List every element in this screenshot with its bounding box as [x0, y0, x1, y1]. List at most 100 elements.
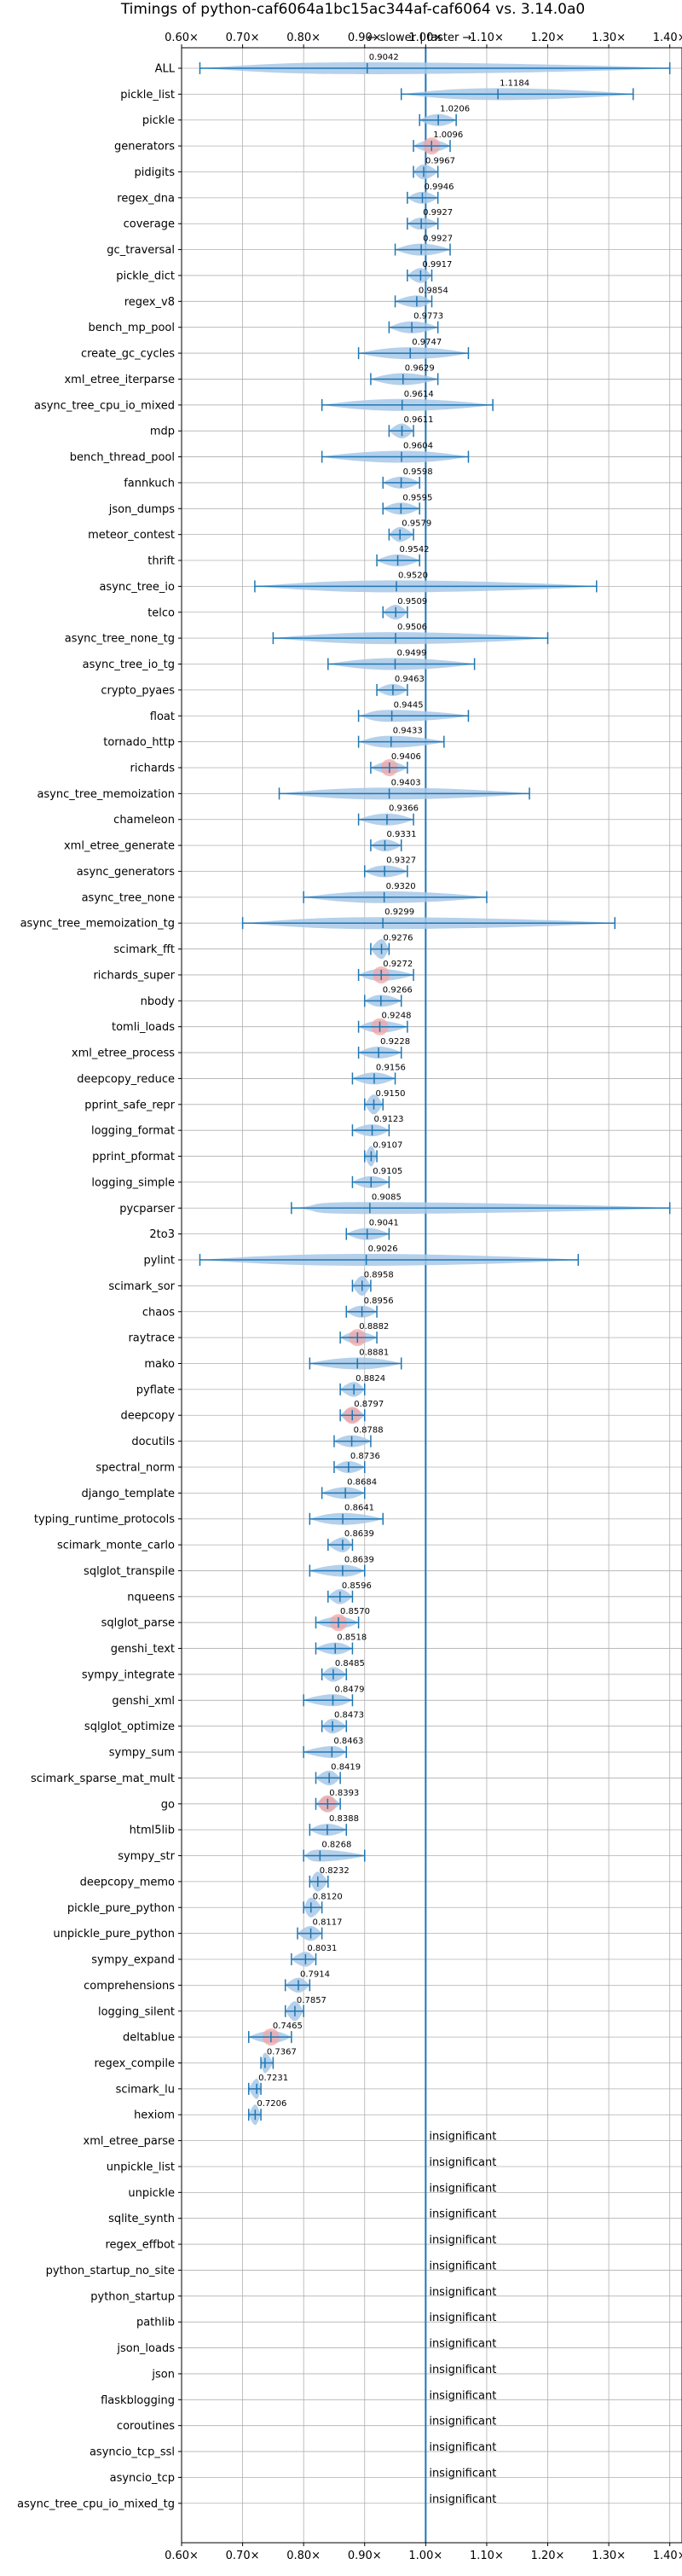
value-label: 0.8518 [337, 1633, 367, 1643]
benchmark-label: coroutines [117, 2420, 175, 2433]
benchmark-label: async_tree_memoization_tg [20, 918, 175, 931]
benchmark-label: django_template [82, 1488, 175, 1500]
value-label: 0.8641 [344, 1504, 374, 1513]
benchmark-label: pickle [142, 114, 175, 127]
x-axis-ticks: 0.60× 0.60× 0.70× 0.70× 0.80× 0.80× 0.90× 0.90×… [165, 32, 682, 2562]
value-label: 0.8393 [329, 1789, 359, 1798]
benchmark-label: genshi_text [111, 1643, 175, 1656]
benchmark-label: float [150, 711, 175, 723]
benchmark-label: nbody [141, 995, 176, 1008]
benchmark-label: json_dumps [108, 503, 175, 516]
benchmark-label: pickle_dict [116, 270, 175, 282]
value-label: 0.9506 [397, 623, 427, 632]
benchmark-label: tomli_loads [112, 1021, 175, 1034]
value-label: 0.9299 [384, 908, 414, 917]
benchmark-label: json [151, 2368, 175, 2381]
benchmark-label: sympy_expand [91, 1954, 175, 1967]
value-label: 0.9366 [389, 804, 419, 814]
value-label: 0.8117 [313, 1918, 343, 1928]
benchmark-label: scimark_monte_carlo [57, 1540, 175, 1552]
benchmark-label: docutils [131, 1436, 175, 1448]
value-label: 0.8473 [334, 1711, 364, 1720]
benchmark-label: go [161, 1798, 175, 1811]
benchmark-label: richards_super [93, 969, 175, 982]
value-label: 0.9123 [374, 1115, 404, 1124]
benchmark-label: async_tree_io_tg [83, 659, 175, 671]
value-label: 0.8232 [320, 1866, 350, 1876]
value-label: 0.9150 [375, 1089, 405, 1099]
insignificant-label: insignificant [429, 2389, 496, 2402]
x-tick-label-bottom: 1.10× [470, 2550, 504, 2562]
benchmark-label: deepcopy_reduce [77, 1073, 175, 1086]
benchmark-label: python_startup_no_site [46, 2265, 175, 2277]
benchmark-label: chaos [142, 1306, 175, 1319]
value-label: 1.0096 [433, 131, 463, 140]
benchmark-label: sqlite_synth [108, 2213, 175, 2225]
benchmark-label: coverage [124, 218, 175, 231]
benchmark-label: regex_effbot [105, 2239, 175, 2252]
benchmark-label: async_tree_none [82, 891, 175, 904]
x-tick-label-top: 0.60× [165, 32, 199, 44]
value-label: 0.8684 [347, 1477, 377, 1487]
value-label: 0.7914 [300, 1970, 330, 1979]
insignificant-label: insignificant [429, 2493, 496, 2506]
value-label: 0.8639 [344, 1529, 374, 1539]
value-label: 0.7465 [273, 2022, 303, 2031]
benchmark-label: logging_silent [98, 2005, 175, 2018]
chart-title: Timings of python-caf6064a1bc15ac344af-c… [120, 1, 585, 18]
value-label: 0.9248 [382, 1012, 412, 1021]
value-label: 0.8485 [335, 1659, 365, 1668]
insignificant-label: insignificant [429, 2131, 496, 2144]
benchmark-label: async_tree_cpu_io_mixed_tg [17, 2498, 175, 2510]
benchmark-label: mdp [150, 426, 175, 438]
benchmark-label: unpickle_list [107, 2161, 175, 2173]
benchmark-label: xml_etree_parse [84, 2135, 175, 2148]
value-label: 0.7857 [297, 1996, 327, 2005]
value-label: 0.9520 [398, 571, 428, 580]
value-label: 0.9509 [397, 597, 427, 606]
benchmark-label: unpickle_pure_python [53, 1928, 175, 1941]
benchmark-label: python_startup [90, 2290, 175, 2303]
x-tick-label-top: 1.10× [470, 32, 504, 44]
benchmark-label: mako [144, 1358, 175, 1371]
benchmark-label: pprint_safe_repr [84, 1099, 175, 1111]
benchmark-label: regex_compile [94, 2057, 175, 2070]
value-label: 0.9107 [373, 1141, 402, 1151]
value-label: 0.9542 [400, 545, 430, 554]
insignificant-label: insignificant [429, 2312, 496, 2324]
benchmark-label: async_tree_memoization [37, 788, 175, 801]
value-label: 0.9320 [386, 882, 416, 891]
benchmark-label: async_tree_io [99, 581, 175, 594]
value-label: 0.9276 [384, 934, 413, 943]
benchmark-label: deepcopy_memo [80, 1876, 175, 1888]
value-label: 0.9041 [369, 1219, 399, 1228]
value-label: 0.8882 [359, 1322, 389, 1332]
value-label: 0.8824 [355, 1374, 385, 1384]
benchmark-label: pycparser [119, 1203, 175, 1215]
value-label: 0.9629 [405, 363, 435, 373]
value-label: 0.8388 [329, 1814, 359, 1824]
value-label: 0.9946 [424, 183, 454, 192]
benchmark-label: regex_dna [117, 192, 175, 205]
benchmark-label: deltablue [123, 2032, 175, 2045]
value-label: 0.9598 [403, 467, 433, 477]
value-label: 0.8268 [321, 1841, 351, 1850]
benchmark-label: crypto_pyaes [101, 684, 175, 697]
x-tick-label-bottom: 0.80× [286, 2550, 321, 2562]
value-label: 1.0206 [440, 105, 470, 114]
value-label: 0.9026 [368, 1244, 398, 1254]
benchmark-label: sqlglot_optimize [84, 1720, 175, 1733]
value-label: 0.9595 [402, 493, 432, 502]
value-label: 1.1184 [500, 78, 529, 88]
x-tick-label-top: 1.00× [408, 32, 442, 44]
value-label: 0.7231 [258, 2074, 288, 2083]
benchmark-label: scimark_fft [113, 943, 175, 956]
x-tick-label-top: 1.30× [592, 32, 626, 44]
x-tick-label-top: 1.20× [531, 32, 565, 44]
value-label: 0.9579 [402, 519, 431, 529]
value-label: 0.9854 [419, 286, 448, 295]
benchmark-label: create_gc_cycles [81, 348, 175, 361]
value-label: 0.8120 [313, 1892, 343, 1901]
value-label: 0.8881 [359, 1349, 389, 1358]
benchmark-label: ALL [155, 63, 176, 76]
